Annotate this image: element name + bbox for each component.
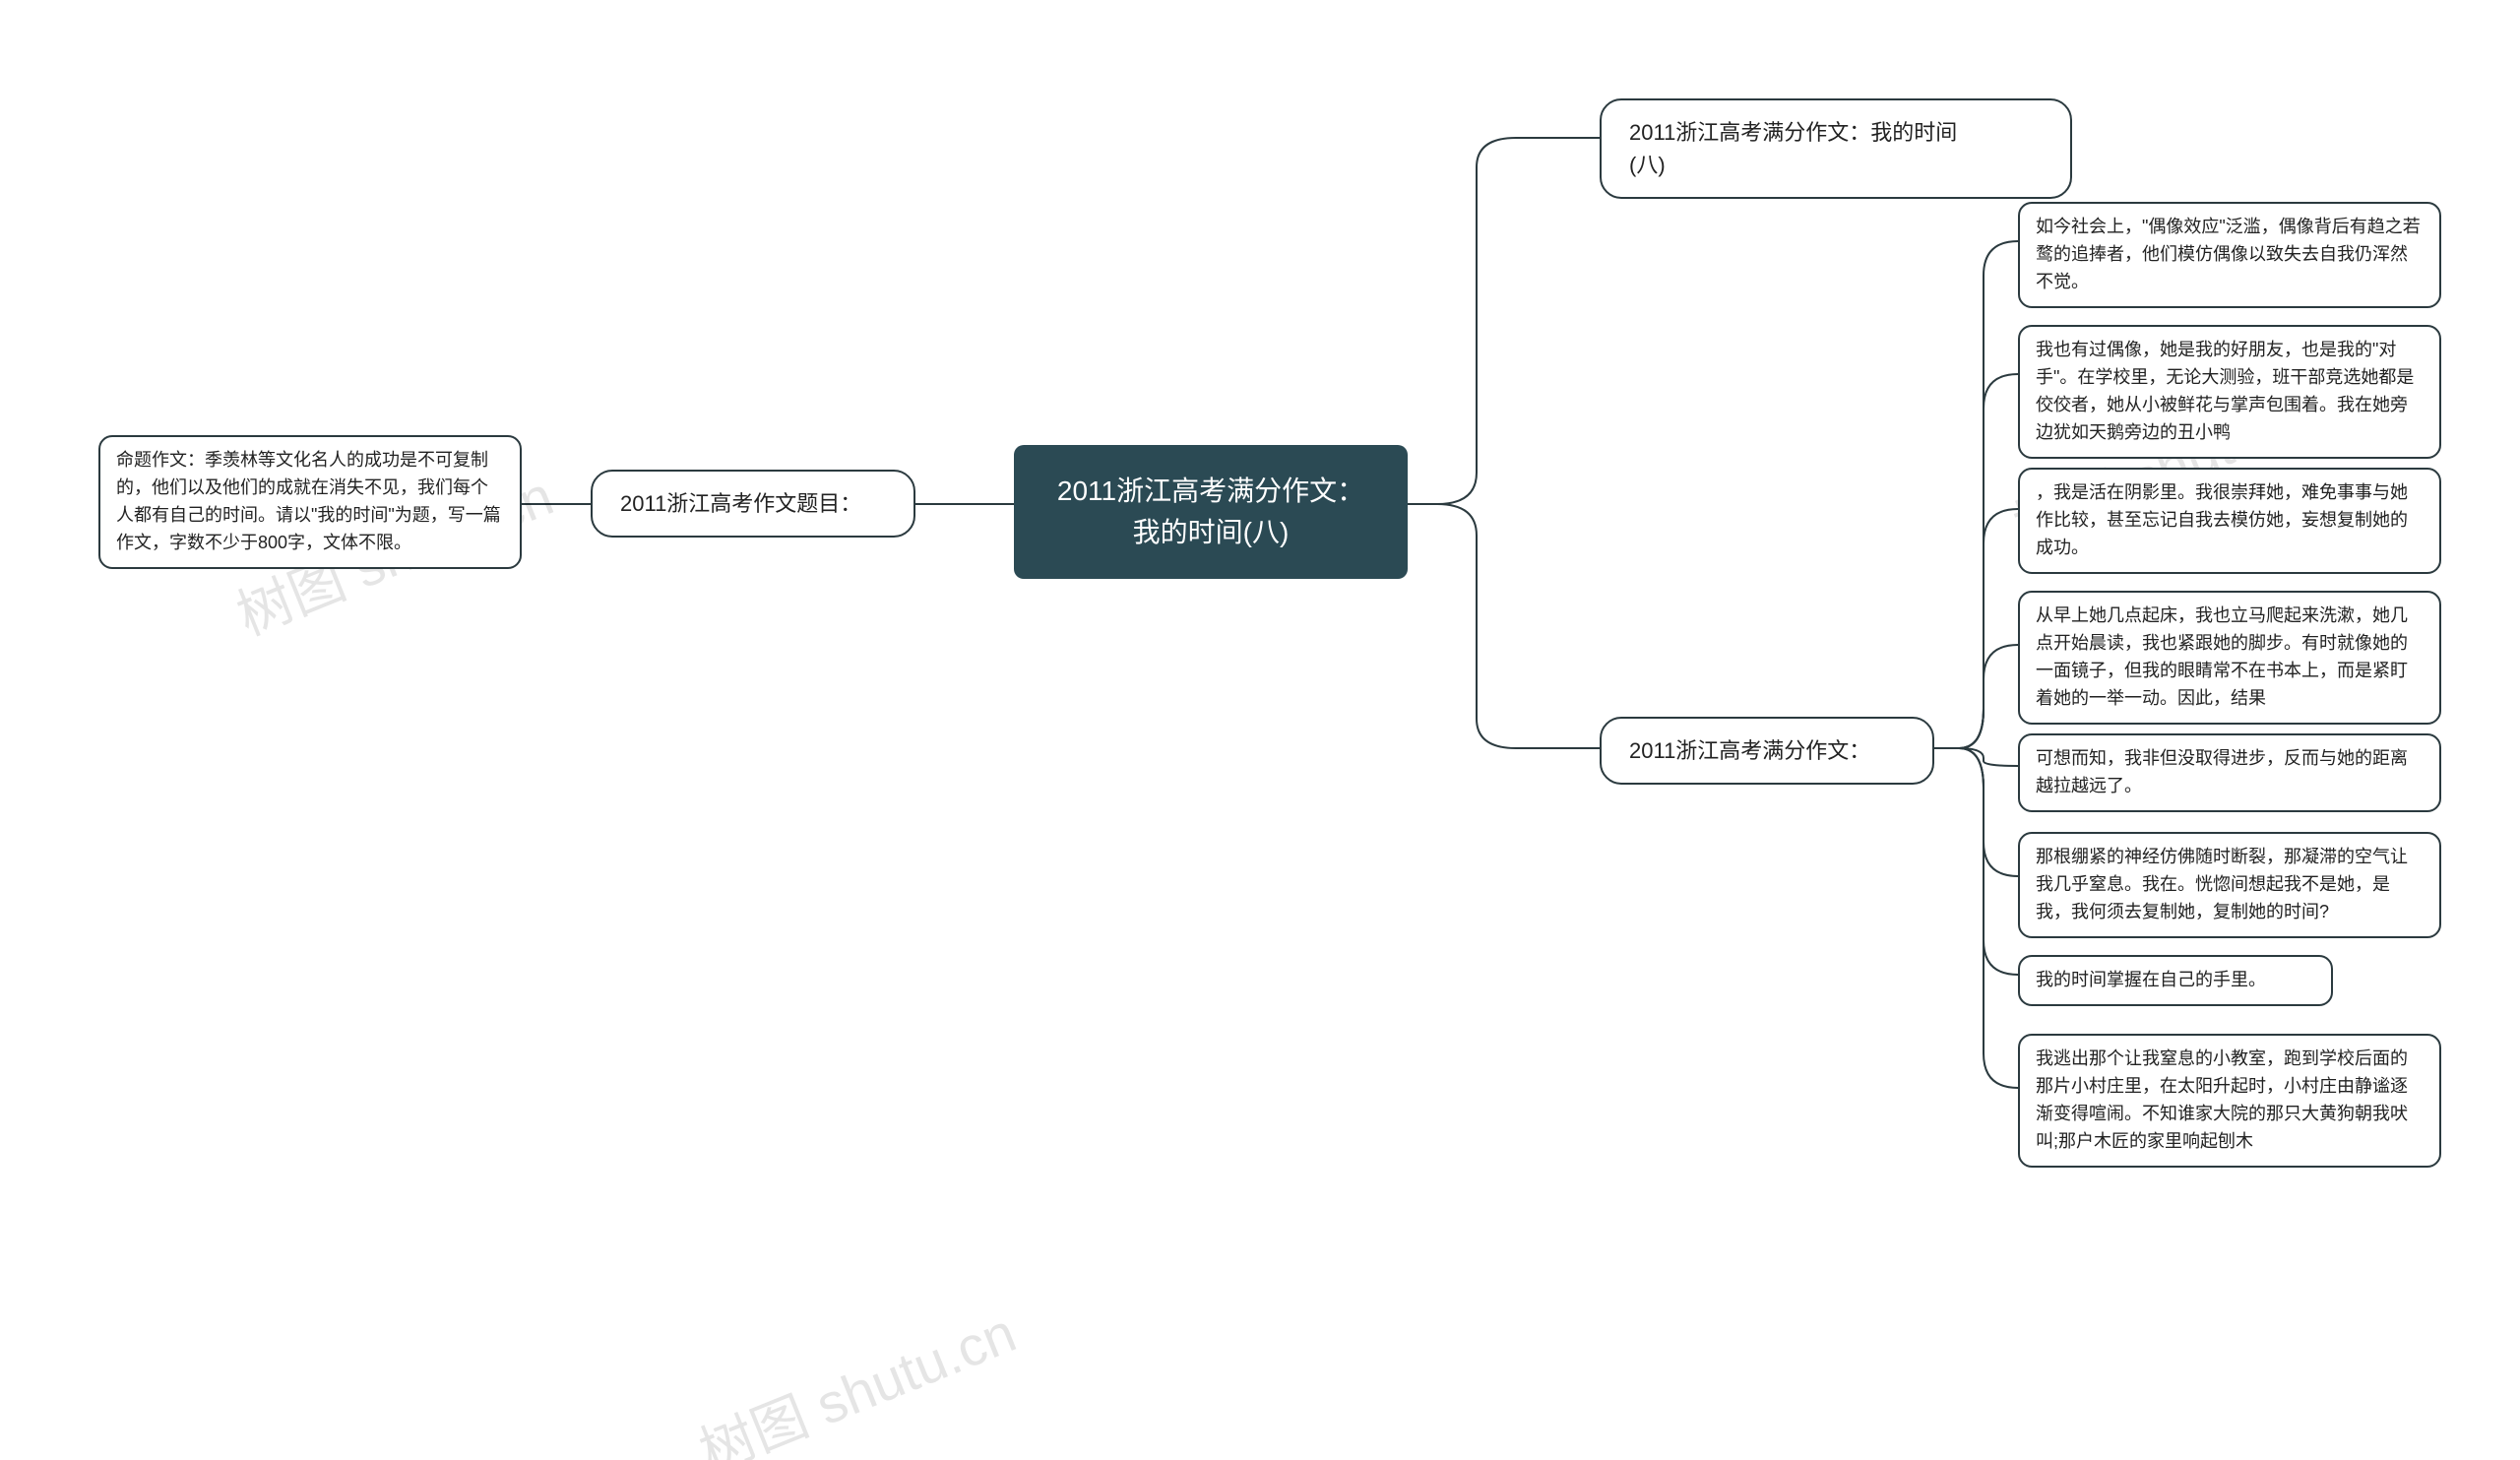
right-leaf-7: 我逃出那个让我窒息的小教室，跑到学校后面的那片小村庄里，在太阳升起时，小村庄由静… bbox=[2018, 1034, 2441, 1168]
connector-5 bbox=[1934, 374, 2018, 748]
left-branch-leaf: 命题作文：季羡林等文化名人的成功是不可复制的，他们以及他们的成就在消失不见，我们… bbox=[98, 435, 522, 569]
right-leaf-6: 我的时间掌握在自己的手里。 bbox=[2018, 955, 2333, 1006]
right-leaf-4: 可想而知，我非但没取得进步，反而与她的距离越拉越远了。 bbox=[2018, 733, 2441, 812]
root-line1: 2011浙江高考满分作文： bbox=[1057, 476, 1364, 506]
right-leaf-text-4: 可想而知，我非但没取得进步，反而与她的距离越拉越远了。 bbox=[2036, 748, 2408, 795]
right-leaf-text-3: 从早上她几点起床，我也立马爬起来洗漱，她几点开始晨读，我也紧跟她的脚步。有时就像… bbox=[2036, 605, 2408, 708]
right-top-line2: (八) bbox=[1629, 153, 1666, 177]
left-branch-title: 2011浙江高考作文题目： bbox=[591, 470, 915, 538]
right-leaf-1: 我也有过偶像，她是我的好朋友，也是我的"对手"。在学校里，无论大测验，班干部竞选… bbox=[2018, 325, 2441, 459]
right-leaf-2: ，我是活在阴影里。我很崇拜她，难免事事与她作比较，甚至忘记自我去模仿她，妄想复制… bbox=[2018, 468, 2441, 574]
connector-4 bbox=[1934, 241, 2018, 748]
connector-7 bbox=[1934, 645, 2018, 748]
left-title-text: 2011浙江高考作文题目： bbox=[620, 491, 861, 516]
right-top-branch: 2011浙江高考满分作文：我的时间 (八) bbox=[1600, 98, 2072, 199]
connector-9 bbox=[1934, 748, 2018, 876]
right-leaf-text-1: 我也有过偶像，她是我的好朋友，也是我的"对手"。在学校里，无论大测验，班干部竞选… bbox=[2036, 340, 2414, 442]
right-leaf-text-5: 那根绷紧的神经仿佛随时断裂，那凝滞的空气让我几乎窒息。我在。恍惚间想起我不是她，… bbox=[2036, 847, 2408, 921]
right-leaf-5: 那根绷紧的神经仿佛随时断裂，那凝滞的空气让我几乎窒息。我在。恍惚间想起我不是她，… bbox=[2018, 832, 2441, 938]
right-leaf-3: 从早上她几点起床，我也立马爬起来洗漱，她几点开始晨读，我也紧跟她的脚步。有时就像… bbox=[2018, 591, 2441, 725]
root-node: 2011浙江高考满分作文： 我的时间(八) bbox=[1014, 445, 1408, 579]
watermark-2: 树图 shutu.cn bbox=[686, 1289, 1026, 1460]
right-leaf-text-7: 我逃出那个让我窒息的小教室，跑到学校后面的那片小村庄里，在太阳升起时，小村庄由静… bbox=[2036, 1048, 2408, 1151]
connector-10 bbox=[1934, 748, 2018, 975]
right-leaf-text-6: 我的时间掌握在自己的手里。 bbox=[2036, 970, 2266, 989]
connector-3 bbox=[1408, 504, 1600, 748]
connector-2 bbox=[1408, 138, 1600, 504]
right-leaf-text-0: 如今社会上，"偶像效应"泛滥，偶像背后有趋之若鹜的追捧者，他们模仿偶像以致失去自… bbox=[2036, 217, 2421, 291]
connector-8 bbox=[1934, 748, 2018, 766]
left-leaf-text: 命题作文：季羡林等文化名人的成功是不可复制的，他们以及他们的成就在消失不见，我们… bbox=[116, 450, 501, 552]
right-leaf-0: 如今社会上，"偶像效应"泛滥，偶像背后有趋之若鹜的追捧者，他们模仿偶像以致失去自… bbox=[2018, 202, 2441, 308]
connector-6 bbox=[1934, 509, 2018, 748]
right-mid-branch: 2011浙江高考满分作文： bbox=[1600, 717, 1934, 785]
right-mid-title: 2011浙江高考满分作文： bbox=[1629, 738, 1870, 763]
connector-11 bbox=[1934, 748, 2018, 1088]
root-line2: 我的时间(八) bbox=[1133, 517, 1290, 547]
right-top-line1: 2011浙江高考满分作文：我的时间 bbox=[1629, 120, 1957, 145]
right-leaf-text-2: ，我是活在阴影里。我很崇拜她，难免事事与她作比较，甚至忘记自我去模仿她，妄想复制… bbox=[2036, 482, 2408, 557]
